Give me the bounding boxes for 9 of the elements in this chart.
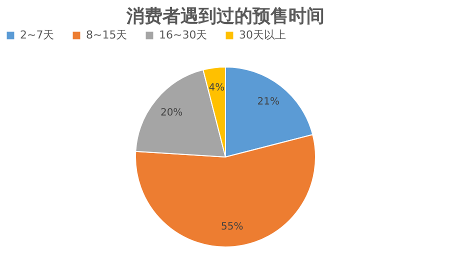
legend-label: 30天以上	[239, 28, 286, 42]
data-label: 20%	[160, 107, 183, 118]
data-label: 55%	[220, 222, 244, 233]
legend-label: 16~30天	[159, 28, 208, 42]
legend-label: 2~7天	[20, 28, 54, 42]
data-label: 21%	[257, 96, 280, 108]
data-label: 4%	[208, 82, 225, 94]
legend-label: 8~15天	[86, 28, 128, 42]
chart-title: 消费者遇到过的预售时间	[126, 6, 324, 27]
